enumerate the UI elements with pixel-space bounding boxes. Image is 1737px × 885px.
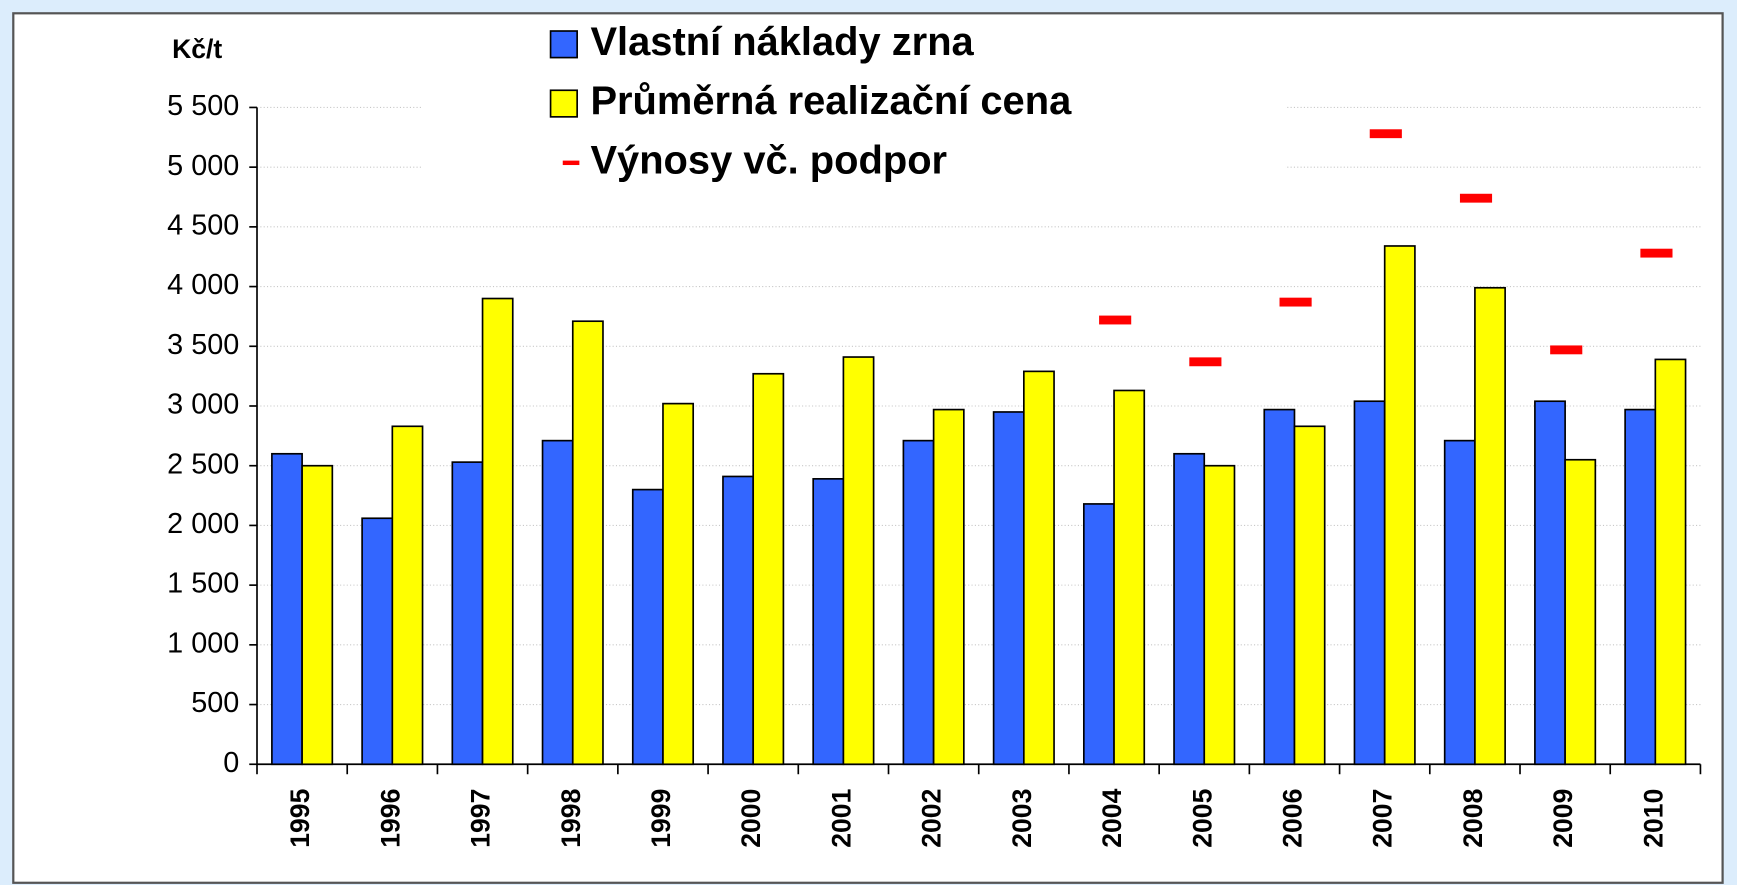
x-tick-label: 2008 xyxy=(1458,789,1488,848)
bar xyxy=(1353,400,1386,766)
bar xyxy=(1203,464,1236,766)
dash-marker xyxy=(1640,248,1673,258)
bar xyxy=(1383,245,1416,766)
x-tick-label: 2007 xyxy=(1368,789,1398,848)
x-tick-label: 2001 xyxy=(826,788,856,847)
legend-swatch xyxy=(549,89,578,118)
y-tick-label: 5 000 xyxy=(167,150,239,182)
bar xyxy=(1113,389,1146,766)
bar xyxy=(662,402,695,766)
x-tick-label: 2000 xyxy=(736,789,766,848)
bar xyxy=(1263,408,1296,766)
legend-label: Výnosy vč. podpor xyxy=(590,138,947,182)
x-tick-label: 1999 xyxy=(646,789,676,848)
y-tick-label: 2 000 xyxy=(167,508,239,540)
bar xyxy=(271,452,303,766)
bar xyxy=(631,488,664,766)
y-tick-label: 2 500 xyxy=(167,448,239,480)
bar xyxy=(1654,358,1687,766)
bar xyxy=(1443,439,1476,766)
bar xyxy=(1534,400,1566,766)
x-tick-label: 1998 xyxy=(556,789,586,848)
x-tick-label: 2006 xyxy=(1277,789,1307,848)
x-tick-label: 2009 xyxy=(1548,789,1578,848)
dash-marker xyxy=(1369,129,1402,139)
bar xyxy=(301,464,334,766)
x-tick-label: 2010 xyxy=(1638,789,1668,848)
bar xyxy=(1564,458,1597,766)
bar xyxy=(571,320,604,766)
legend-swatch xyxy=(549,30,578,59)
bar xyxy=(752,372,785,766)
y-tick-label: 500 xyxy=(191,687,239,719)
bar xyxy=(992,411,1025,766)
dash-marker xyxy=(1189,357,1222,367)
x-tick-label: 1997 xyxy=(466,789,496,848)
bar xyxy=(1082,503,1115,766)
bar xyxy=(541,439,574,766)
bar xyxy=(842,356,875,766)
y-tick-label: 4 000 xyxy=(167,269,239,301)
dash-marker xyxy=(1279,297,1312,307)
bar xyxy=(1474,286,1506,766)
y-tick-label: 1 500 xyxy=(167,568,239,600)
bar xyxy=(391,425,424,766)
y-tick-label: 3 500 xyxy=(167,329,239,361)
dash-marker xyxy=(1099,315,1132,325)
bar xyxy=(1023,370,1055,766)
bar xyxy=(932,408,965,766)
x-tick-label: 2002 xyxy=(917,789,947,848)
bar xyxy=(361,517,394,766)
legend-label: Vlastní náklady zrna xyxy=(590,20,974,64)
bar xyxy=(451,461,484,766)
bar xyxy=(481,297,514,766)
bar xyxy=(1173,452,1206,766)
x-tick-label: 2003 xyxy=(1007,789,1037,848)
bar xyxy=(1624,408,1657,766)
y-tick-label: 3 000 xyxy=(167,389,239,421)
y-tick-label: 5 500 xyxy=(167,90,239,122)
dash-marker xyxy=(1550,345,1583,355)
y-axis-label: Kč/t xyxy=(172,34,222,64)
x-tick-label: 2004 xyxy=(1097,788,1127,847)
x-tick-label: 1996 xyxy=(375,789,405,848)
y-tick-label: 1 000 xyxy=(167,627,239,659)
bar xyxy=(1293,425,1326,766)
bar xyxy=(812,478,845,766)
x-tick-label: 1995 xyxy=(285,788,315,847)
x-tick-label: 2005 xyxy=(1187,788,1217,847)
legend-label: Průměrná realizační cena xyxy=(590,79,1072,123)
y-tick-label: 0 xyxy=(223,747,239,779)
y-tick-label: 4 500 xyxy=(167,209,239,241)
dash-marker xyxy=(1459,193,1493,203)
bar xyxy=(722,475,755,766)
bar xyxy=(902,439,935,766)
legend-swatch xyxy=(562,160,580,166)
